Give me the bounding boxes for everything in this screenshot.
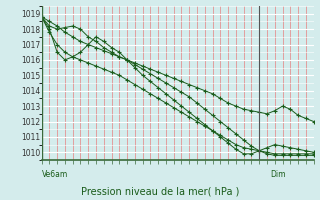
Text: Ve6am: Ve6am xyxy=(42,170,68,179)
Text: Pression niveau de la mer( hPa ): Pression niveau de la mer( hPa ) xyxy=(81,186,239,196)
Text: Dim: Dim xyxy=(270,170,286,179)
